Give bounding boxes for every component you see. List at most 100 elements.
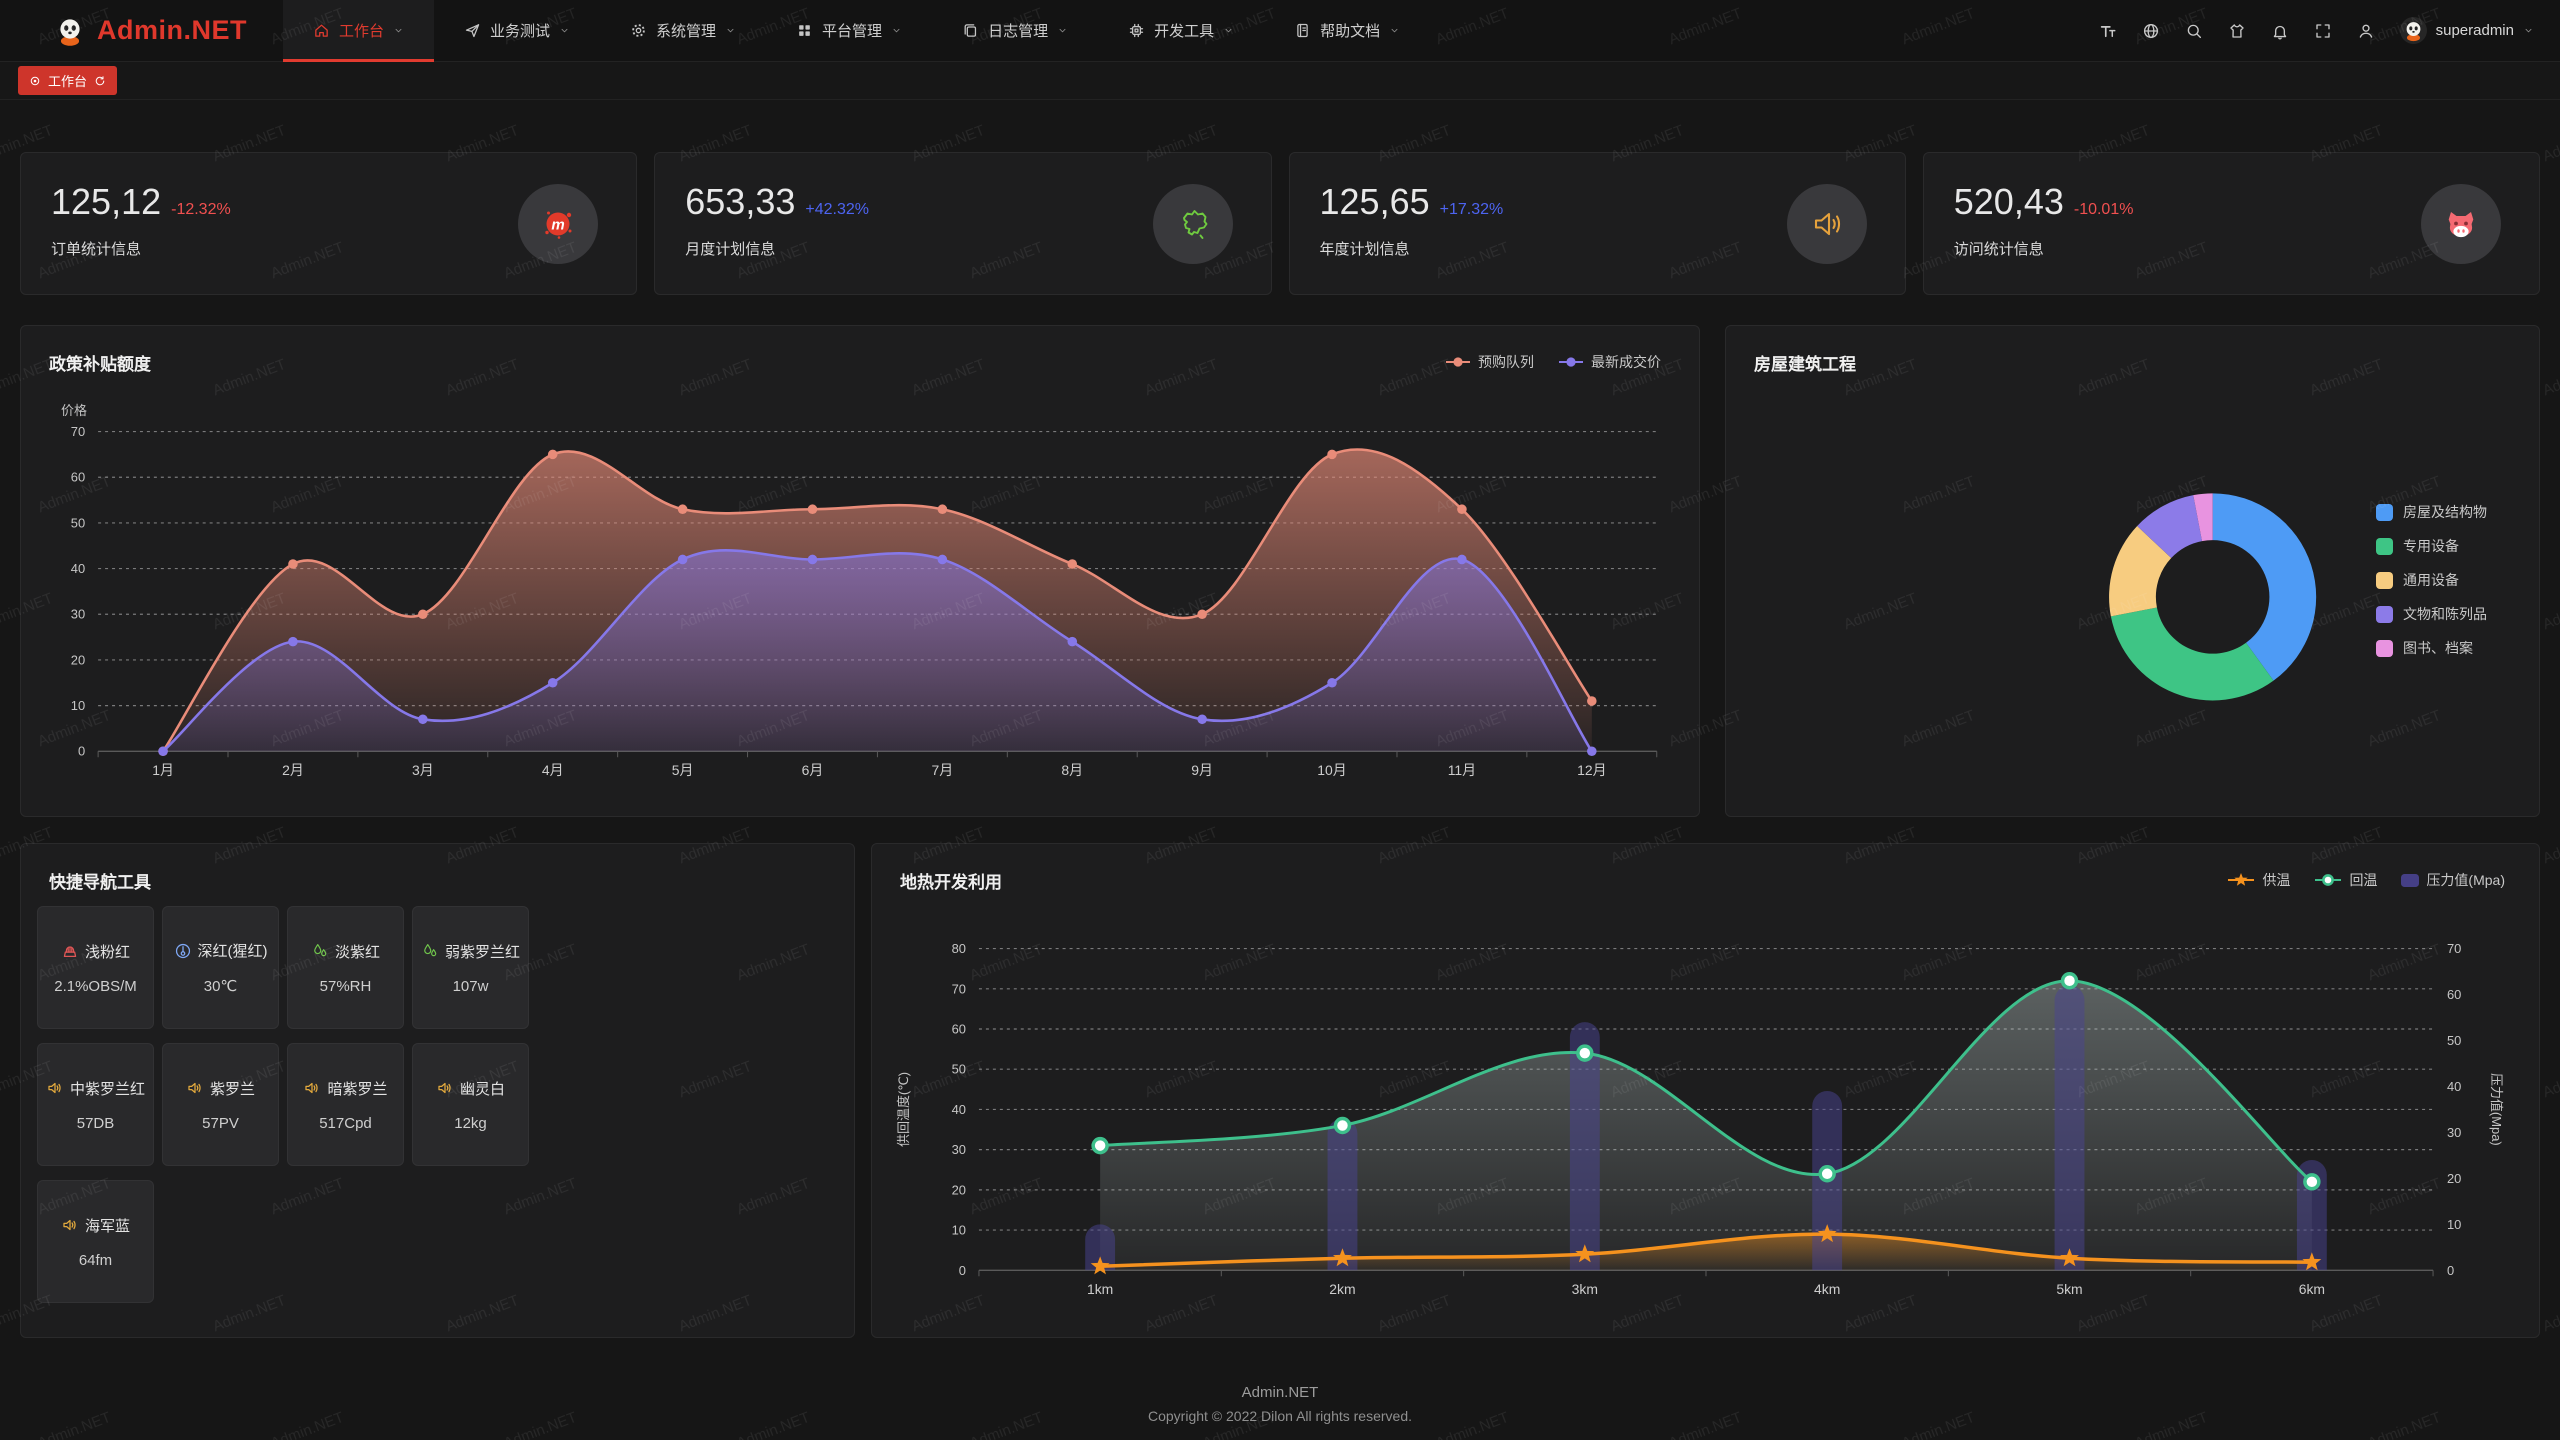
tile-name: 海军蓝 <box>84 1217 130 1235</box>
menu-item-platform[interactable]: 平台管理 <box>766 0 932 61</box>
meetup-logo-icon: m <box>518 184 599 264</box>
menu-label: 开发工具 <box>1154 23 1215 40</box>
fullscreen-icon[interactable] <box>2314 22 2332 40</box>
stat-card-orders: 125,12 -12.32% 订单统计信息 m <box>20 152 638 295</box>
speaker-icon <box>186 1079 204 1097</box>
quick-nav-tile[interactable]: 浅粉红 2.1%OBS/M <box>37 906 154 1029</box>
svg-text:5月: 5月 <box>672 762 694 778</box>
svg-text:1月: 1月 <box>152 762 174 778</box>
legend-label: 图书、档案 <box>2403 640 2473 656</box>
legend-label: 供温 <box>2262 872 2291 888</box>
quick-nav-tile[interactable]: 深红(猩红) 30℃ <box>162 906 279 1029</box>
user-menu[interactable]: superadmin <box>2399 17 2534 44</box>
menu-item-help-docs[interactable]: 帮助文档 <box>1264 0 1430 61</box>
housing-donut-panel: 房屋建筑工程 房屋及结构物 专用设备 通用设备 文物和陈列品 图书、档案 <box>1725 325 2540 817</box>
legend-item[interactable]: 房屋及结构物 <box>2376 502 2487 522</box>
quick-nav-tile[interactable]: 暗紫罗兰 517Cpd <box>287 1043 404 1166</box>
quick-nav-tile[interactable]: 中紫罗兰红 57DB <box>37 1043 154 1166</box>
legend-item[interactable]: 图书、档案 <box>2376 638 2487 658</box>
stat-value: 653,33 <box>685 181 796 222</box>
quick-nav-tile[interactable]: 弱紫罗兰红 107w <box>412 906 529 1029</box>
stat-delta: -12.32% <box>171 201 231 218</box>
font-size-icon[interactable] <box>2099 22 2117 40</box>
tile-name: 深红(猩红) <box>197 943 268 960</box>
stat-card-monthly-plan: 653,33 +42.32% 月度计划信息 <box>654 152 1272 295</box>
tile-name: 幽灵白 <box>459 1080 505 1098</box>
stat-value: 125,65 <box>1319 181 1430 222</box>
legend-label: 通用设备 <box>2403 572 2459 588</box>
legend-item[interactable]: 供温 <box>2227 870 2290 890</box>
tile-value: 517Cpd <box>319 1114 372 1132</box>
user-icon[interactable] <box>2357 22 2375 40</box>
tile-value: 107w <box>452 977 489 995</box>
circle-legend-marker <box>2314 872 2342 888</box>
quick-nav-tile[interactable]: 海军蓝 64fm <box>37 1180 154 1303</box>
menu-item-workbench[interactable]: 工作台 <box>283 0 435 62</box>
chevron-down-icon <box>1223 25 1234 36</box>
svg-text:4月: 4月 <box>542 762 564 778</box>
grid-icon <box>796 22 813 39</box>
legend-item[interactable]: 预购队列 <box>1445 352 1534 372</box>
tab-label: 工作台 <box>48 74 88 89</box>
bar-legend-marker <box>2401 873 2420 887</box>
speaker-icon <box>61 1216 79 1234</box>
quick-nav-tile[interactable]: 幽灵白 12kg <box>412 1043 529 1166</box>
tile-name: 中紫罗兰红 <box>69 1080 145 1098</box>
quick-nav-tile[interactable]: 淡紫红 57%RH <box>287 906 404 1029</box>
menu-item-business-test[interactable]: 业务测试 <box>434 0 600 61</box>
svg-text:60: 60 <box>71 470 85 485</box>
legend-item[interactable]: 通用设备 <box>2376 570 2487 590</box>
language-globe-icon[interactable] <box>2142 22 2160 40</box>
refresh-icon[interactable] <box>94 75 106 87</box>
water-drops-icon <box>421 942 439 960</box>
charts-row: 政策补贴额度 预购队列 最新成交价 价格 0 10 20 30 40 50 60 70 1月 2月… <box>20 325 2540 817</box>
svg-text:10月: 10月 <box>1317 762 1346 778</box>
quick-nav-tile[interactable]: 紫罗兰 57PV <box>162 1043 279 1166</box>
legend-label: 回温 <box>2349 872 2378 888</box>
search-icon[interactable] <box>2185 22 2203 40</box>
theme-shirt-icon[interactable] <box>2228 22 2246 40</box>
water-drops-icon <box>311 942 329 960</box>
svg-text:30: 30 <box>71 607 85 622</box>
menu-item-system[interactable]: 系统管理 <box>600 0 766 61</box>
legend-item[interactable]: 回温 <box>2314 870 2377 890</box>
stat-value: 125,12 <box>51 181 162 222</box>
svg-text:40: 40 <box>2447 1079 2461 1094</box>
subsidy-chart-panel: 政策补贴额度 预购队列 最新成交价 价格 0 10 20 30 40 50 60 70 1月 2月… <box>20 325 1700 817</box>
svg-text:供回温度(℃): 供回温度(℃) <box>896 1072 911 1147</box>
heater-icon <box>61 942 79 960</box>
svg-text:6月: 6月 <box>802 762 824 778</box>
svg-text:8月: 8月 <box>1061 762 1083 778</box>
stat-delta: +42.32% <box>805 201 869 218</box>
gear-icon <box>630 22 647 39</box>
geothermal-mixed-chart: 0 10 20 30 40 50 60 70 80 0 10 20 30 40 50 60 70 1km 2km 3k… <box>896 941 2504 1297</box>
stat-label: 月度计划信息 <box>685 241 776 258</box>
svg-text:20: 20 <box>71 652 85 667</box>
chevron-down-icon <box>1389 25 1400 36</box>
tab-workbench[interactable]: 工作台 <box>18 66 118 95</box>
svg-text:5km: 5km <box>2056 1281 2082 1297</box>
svg-text:50: 50 <box>71 515 85 530</box>
menu-item-logs[interactable]: 日志管理 <box>932 0 1098 61</box>
svg-text:80: 80 <box>952 941 966 956</box>
svg-text:7月: 7月 <box>932 762 954 778</box>
thermometer-icon <box>174 942 192 960</box>
menu-item-devtools[interactable]: 开发工具 <box>1098 0 1264 61</box>
notification-bell-icon[interactable] <box>2271 22 2289 40</box>
legend-item[interactable]: 文物和陈列品 <box>2376 604 2487 624</box>
svg-text:10: 10 <box>952 1223 966 1238</box>
subsidy-line-chart: 0 10 20 30 40 50 60 70 1月 2月 3月 4月 5月 6月 7月 8月 9月 10月 11月 1… <box>71 424 1658 778</box>
svg-text:70: 70 <box>2447 941 2461 956</box>
svg-text:60: 60 <box>952 1021 966 1036</box>
app-logo[interactable]: Admin.NET <box>0 0 283 61</box>
legend-item[interactable]: 压力值(Mpa) <box>2401 870 2505 890</box>
legend-item[interactable]: 专用设备 <box>2376 536 2487 556</box>
legend-item[interactable]: 最新成交价 <box>1558 352 1661 372</box>
tile-name: 淡紫红 <box>334 943 380 961</box>
svg-text:2km: 2km <box>1329 1281 1355 1297</box>
panel-title: 快捷导航工具 <box>49 873 151 892</box>
stat-delta: +17.32% <box>1439 201 1504 218</box>
stat-cards-row: 125,12 -12.32% 订单统计信息 m 653,33 +42.32% 月… <box>20 152 2540 295</box>
chevron-down-icon <box>2523 25 2534 36</box>
speaker-icon <box>303 1079 321 1097</box>
